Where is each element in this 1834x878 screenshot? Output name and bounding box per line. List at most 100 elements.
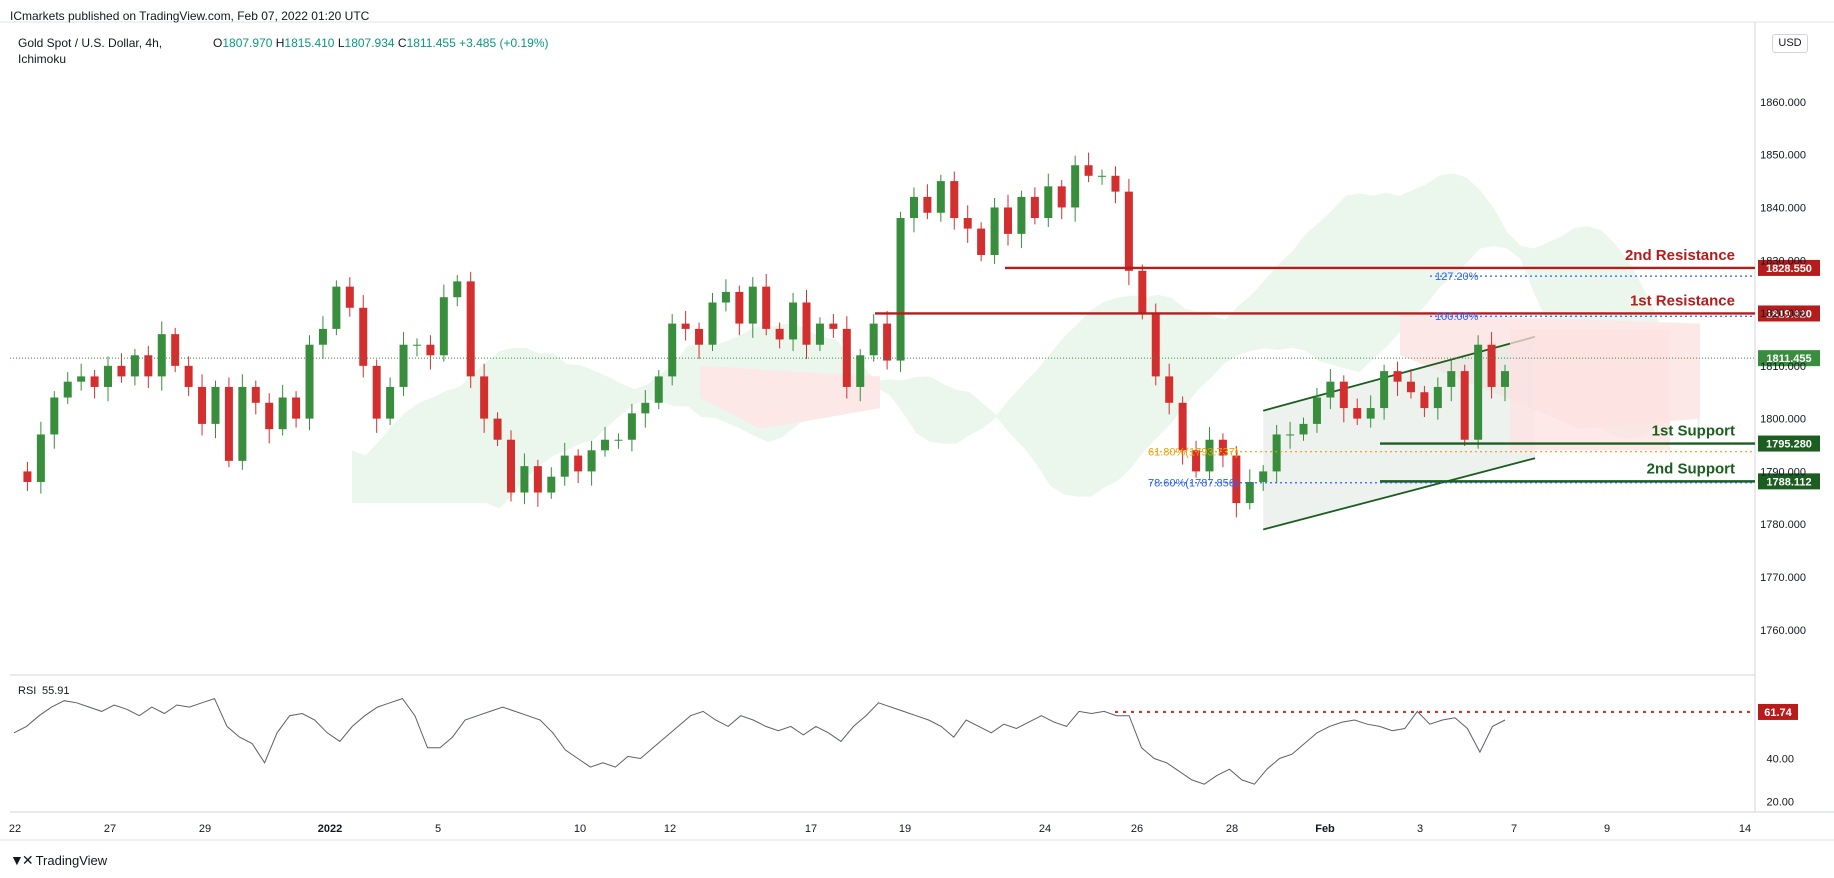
close-label: C — [397, 36, 407, 50]
candle-body — [412, 344, 421, 346]
footer-brand[interactable]: ▼✕ TradingView — [10, 852, 107, 869]
candle-body — [1084, 165, 1093, 176]
time-axis-tick: 26 — [1131, 823, 1143, 835]
candle-body — [90, 376, 99, 387]
candle-body — [453, 281, 462, 298]
candle-body — [883, 323, 892, 361]
candle-body — [130, 355, 139, 377]
time-axis-tick: 3 — [1417, 823, 1423, 835]
candle-body — [842, 328, 851, 387]
candle-body — [547, 476, 556, 493]
low-value: 1807.934 — [344, 36, 395, 50]
candle-body — [735, 291, 744, 324]
candle-body — [292, 397, 301, 419]
price-axis-tick: 1790.000 — [1760, 466, 1806, 478]
candle-body — [1326, 381, 1335, 398]
candle-body — [1192, 450, 1201, 472]
candle-body — [345, 286, 354, 308]
candle-body — [977, 228, 986, 255]
close-value: 1811.455 — [406, 36, 456, 50]
high-label: H — [275, 36, 285, 50]
candle-body — [708, 302, 717, 345]
symbol-title[interactable]: Gold Spot / U.S. Dollar, 4h, — [18, 36, 163, 50]
candle-body — [963, 218, 972, 229]
candle-body — [265, 402, 274, 430]
candle-body — [1124, 191, 1133, 271]
candle-body — [493, 418, 502, 440]
channel-lower-line — [1262, 457, 1536, 531]
fib-label: 78.60%(1787.856) — [1148, 478, 1239, 490]
time-axis-tick: 29 — [199, 823, 211, 835]
price-axis-tick: 1760.000 — [1760, 625, 1806, 637]
ichimoku-cloud-green — [352, 173, 1700, 509]
level-name-2nd-resistance: 2nd Resistance — [1625, 247, 1735, 264]
candle-body — [520, 466, 529, 493]
rsi-level-tag-bg — [1758, 703, 1798, 720]
price-tag-label: 1795.280 — [1766, 439, 1812, 451]
candle-body — [789, 302, 798, 340]
price-tag-bg — [1758, 435, 1820, 452]
price-tag-label: 1819.920 — [1766, 308, 1812, 320]
price-axis-tick: 1820.000 — [1760, 308, 1806, 320]
candle-body — [1286, 434, 1295, 436]
time-axis-tick: 22 — [9, 823, 21, 835]
candle-body — [399, 344, 408, 387]
candle-body — [318, 328, 327, 345]
candle-body — [1071, 165, 1080, 208]
rsi-axis-tick: 40.00 — [1766, 753, 1794, 765]
rsi-title[interactable]: RSI — [18, 685, 36, 697]
price-tag-label: 1788.112 — [1766, 476, 1811, 488]
candle-body — [815, 323, 824, 345]
candle-body — [748, 286, 757, 324]
candle-body — [305, 344, 314, 419]
candle-body — [224, 386, 233, 461]
price-axis-tick: 1840.000 — [1760, 202, 1806, 214]
price-axis-tick: 1850.000 — [1760, 150, 1806, 162]
candle-body — [641, 402, 650, 414]
price-tag-bg — [1758, 259, 1820, 276]
candle-body — [23, 471, 32, 482]
candle-body — [157, 334, 166, 377]
indicator-name[interactable]: Ichimoku — [18, 52, 67, 66]
time-axis-tick: 27 — [104, 823, 116, 835]
time-axis-tick: 7 — [1511, 823, 1517, 835]
candle-body — [1299, 423, 1308, 435]
candle-body — [439, 297, 448, 356]
currency-button[interactable]: USD — [1772, 34, 1808, 53]
brand-label: TradingView — [35, 853, 108, 868]
candle-body — [936, 181, 945, 213]
level-name-1st-support: 1st Support — [1652, 423, 1735, 440]
time-axis-tick: 5 — [435, 823, 441, 835]
candle-body — [238, 386, 247, 461]
fib-label: 61.80%(1793.737) — [1148, 447, 1239, 459]
candle-body — [1111, 175, 1120, 192]
candle-body — [372, 365, 381, 419]
time-axis-tick: Feb — [1315, 823, 1335, 835]
candle-body — [681, 323, 690, 329]
candle-body — [990, 207, 999, 255]
candle-body — [1044, 186, 1053, 219]
candle-body — [386, 386, 395, 419]
candle-body — [1460, 371, 1469, 440]
candle-body — [1259, 471, 1268, 482]
candle-body — [869, 323, 878, 356]
time-axis-tick: 2022 — [318, 823, 342, 835]
candle-body — [574, 455, 583, 472]
projection-zone — [1510, 328, 1670, 451]
level-name-1st-resistance: 1st Resistance — [1630, 292, 1735, 309]
ohlc-readout: O1807.970 H1815.410 L1807.934 C1811.455 … — [213, 36, 549, 50]
candle-body — [695, 328, 704, 345]
candle-body — [36, 434, 45, 482]
price-axis-tick: 1770.000 — [1760, 572, 1806, 584]
current-price-tag-bg — [1758, 350, 1820, 367]
rsi-level-tag-label: 61.74 — [1764, 707, 1792, 719]
candle-body — [1205, 439, 1214, 472]
current-price-tag-label: 1811.455 — [1766, 353, 1811, 365]
fib-label: 100.00% — [1435, 311, 1479, 323]
candle-body — [466, 281, 475, 377]
candle-body — [278, 397, 287, 430]
candle-body — [117, 365, 126, 377]
rsi-axis-tick: 20.00 — [1766, 796, 1794, 808]
candle-body — [1098, 175, 1107, 177]
